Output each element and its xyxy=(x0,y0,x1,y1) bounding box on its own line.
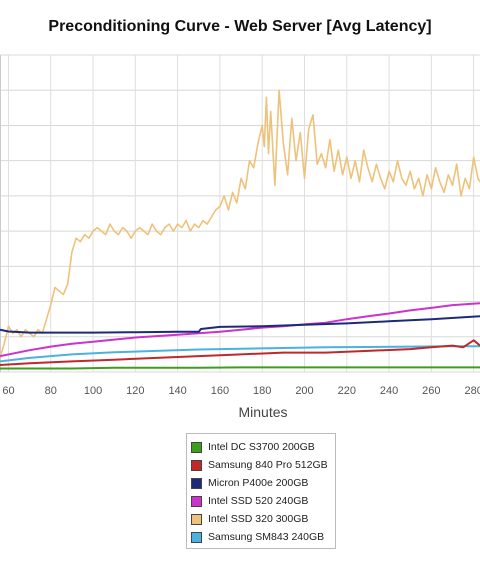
legend-swatch xyxy=(191,441,202,453)
x-tick-label: 160 xyxy=(211,385,229,397)
legend-label: Intel DC S3700 200GB xyxy=(208,441,315,453)
x-tick-label: 120 xyxy=(126,385,144,397)
legend-label: Intel SSD 520 240GB xyxy=(208,495,309,507)
legend-item[interactable]: Intel DC S3700 200GB xyxy=(191,438,331,456)
legend-label: Samsung SM843 240GB xyxy=(208,531,325,543)
x-axis-title: Minutes xyxy=(238,404,287,420)
series-line-5 xyxy=(0,345,480,363)
x-tick-label: 280 xyxy=(464,385,480,397)
legend-item[interactable]: Samsung 840 Pro 512GB xyxy=(191,456,331,474)
legend-label: Intel SSD 320 300GB xyxy=(208,513,309,525)
legend-label: Samsung 840 Pro 512GB xyxy=(208,459,328,471)
x-tick-label: 200 xyxy=(295,385,313,397)
x-tick-label: 140 xyxy=(168,385,186,397)
series-line-3 xyxy=(0,302,480,358)
legend-swatch xyxy=(191,495,202,507)
legend-swatch xyxy=(191,459,202,471)
x-tick-labels: 60 80 100 120 140 160 180 200 220 240 260 280 xyxy=(2,385,480,397)
legend-item[interactable]: Samsung SM843 240GB xyxy=(191,528,331,546)
series-line-1 xyxy=(0,339,480,366)
legend-swatch xyxy=(191,513,202,525)
series-lines xyxy=(0,89,480,370)
chart-title: Preconditioning Curve - Web Server [Avg … xyxy=(48,18,432,35)
legend-item[interactable]: Intel SSD 520 240GB xyxy=(191,492,331,510)
series-line-4 xyxy=(0,89,480,359)
legend-swatch xyxy=(191,531,202,543)
legend-label: Micron P400e 200GB xyxy=(208,477,309,489)
x-tick-label: 260 xyxy=(422,385,440,397)
x-tick-label: 240 xyxy=(380,385,398,397)
x-tick-label: 220 xyxy=(338,385,356,397)
legend: Intel DC S3700 200GB Samsung 840 Pro 512G… xyxy=(186,433,336,549)
legend-item[interactable]: Micron P400e 200GB xyxy=(191,474,331,492)
x-tick-label: 60 xyxy=(2,385,14,397)
x-tick-label: 180 xyxy=(253,385,271,397)
legend-item[interactable]: Intel SSD 320 300GB xyxy=(191,510,331,528)
x-tick-label: 100 xyxy=(84,385,102,397)
grid-lines xyxy=(0,54,480,373)
series-line-2 xyxy=(0,315,480,334)
series-line-0 xyxy=(0,366,480,370)
x-tick-label: 80 xyxy=(45,385,57,397)
legend-swatch xyxy=(191,477,202,489)
